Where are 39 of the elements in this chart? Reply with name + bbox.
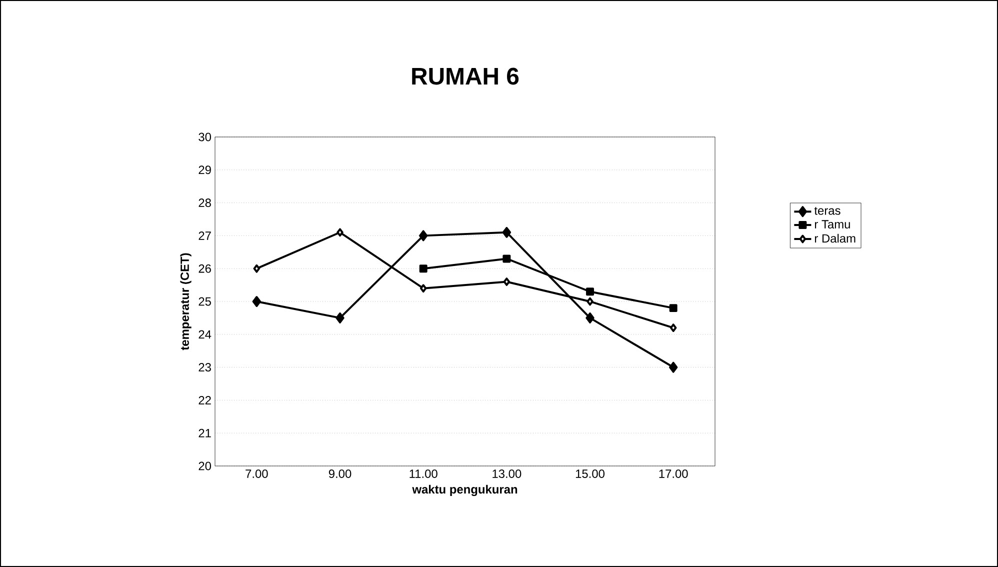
point [336, 312, 344, 324]
x-tick-label: 11.00 [410, 470, 438, 478]
point [669, 304, 678, 312]
point [586, 288, 594, 296]
chart-title: RUMAH 6 [412, 68, 519, 85]
point [420, 284, 427, 293]
x-tick-label: 17.00 [659, 470, 688, 478]
x-tick-label: 9.00 [328, 470, 352, 478]
y-tick-label: 24 [198, 330, 212, 339]
point [502, 226, 512, 238]
y-tick-label: 28 [198, 198, 211, 208]
point [670, 324, 677, 332]
point [252, 296, 262, 307]
legend-label: r Tamu [814, 220, 850, 229]
x-axis-title: waktu pengukuran [412, 484, 518, 496]
y-tick-label: 27 [198, 232, 211, 240]
point [503, 278, 510, 286]
point [668, 362, 678, 373]
x-tick-label: 15.00 [576, 470, 605, 478]
legend-label: r Dalam [814, 234, 856, 243]
y-tick-label: 21 [198, 428, 211, 438]
x-tick-label: 7.00 [246, 470, 268, 478]
point [419, 264, 428, 273]
point [418, 230, 428, 242]
y-tick-label: 25 [198, 297, 211, 306]
legend-label: teras [814, 206, 840, 215]
point [253, 264, 260, 273]
point [586, 312, 594, 324]
x-tick-label: 13.00 [492, 470, 522, 478]
y-tick-label: 30 [198, 132, 212, 142]
point [502, 254, 511, 263]
y-axis-title: temperatur (CET) [180, 253, 192, 350]
y-tick-label: 29 [198, 166, 211, 174]
point [336, 228, 344, 237]
y-tick-label: 22 [198, 396, 211, 404]
y-tick-label: 20 [198, 462, 212, 470]
y-tick-label: 26 [198, 264, 211, 273]
y-tick-label: 23 [198, 363, 211, 372]
point [586, 297, 594, 306]
